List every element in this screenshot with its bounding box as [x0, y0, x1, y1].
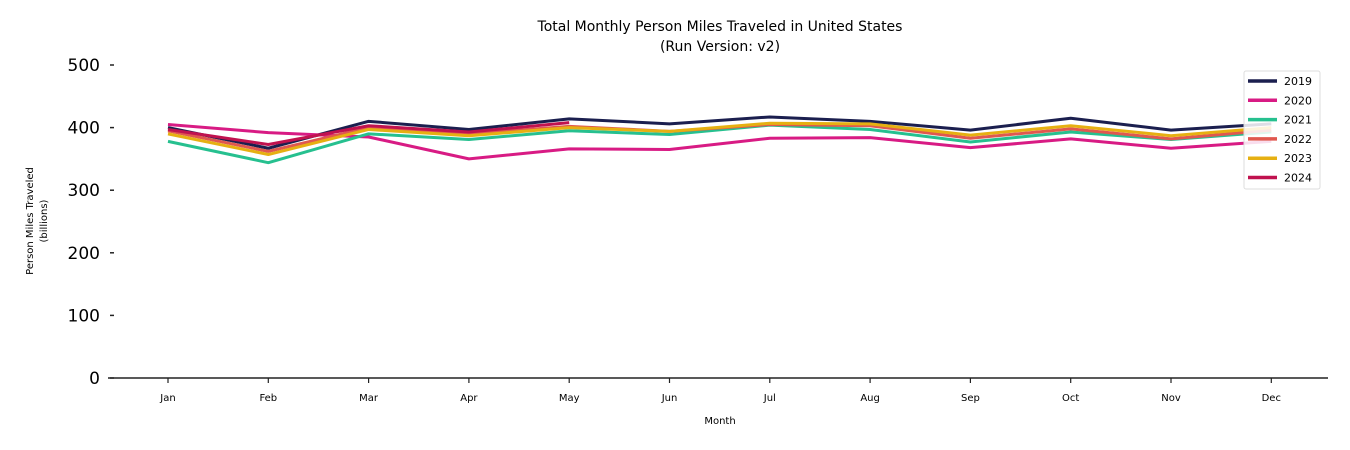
x-axis-label: Month [704, 416, 735, 427]
series-line-2020 [167, 122, 1272, 161]
x-tick-label: May [559, 393, 580, 404]
x-tick-label: Dec [1262, 393, 1281, 404]
x-tick-label: Apr [460, 393, 478, 404]
series-line-2023 [167, 121, 1272, 157]
y-tick-label: 300 [68, 181, 100, 201]
x-tick-label: Sep [961, 393, 980, 404]
legend-label-2023: 2023 [1284, 152, 1312, 165]
x-tick-label: Jun [661, 393, 678, 404]
series-line-2021 [167, 123, 1272, 165]
legend-label-2021: 2021 [1284, 114, 1312, 127]
chart-title: Total Monthly Person Miles Traveled in U… [537, 19, 903, 35]
y-axis-unit: (billions) [39, 199, 50, 242]
x-tick-label: Jan [159, 393, 175, 404]
x-tick-label: Nov [1161, 393, 1181, 404]
legend: 2019 2020 2021 2022 2023 2024 [1243, 70, 1321, 190]
legend-label-2019: 2019 [1284, 75, 1312, 88]
x-tick-label: Mar [359, 393, 379, 404]
chart-subtitle: (Run Version: v2) [660, 39, 780, 55]
series-line-2019 [167, 115, 1272, 150]
legend-label-2020: 2020 [1284, 94, 1312, 107]
x-tick-label: Jul [763, 393, 776, 404]
y-tick-label: 200 [68, 244, 100, 264]
legend-label-2022: 2022 [1284, 133, 1312, 146]
x-tick-label: Feb [259, 393, 277, 404]
y-tick-label: 100 [68, 306, 100, 326]
x-tick-label: Aug [860, 393, 880, 404]
y-tick-label: 500 [68, 56, 100, 76]
y-tick-label: 0 [89, 369, 100, 389]
legend-label-2024: 2024 [1284, 172, 1312, 185]
x-tick-label: Oct [1062, 393, 1079, 404]
y-tick-label: 400 [68, 119, 100, 139]
y-axis-label: Person Miles Traveled [25, 167, 36, 275]
